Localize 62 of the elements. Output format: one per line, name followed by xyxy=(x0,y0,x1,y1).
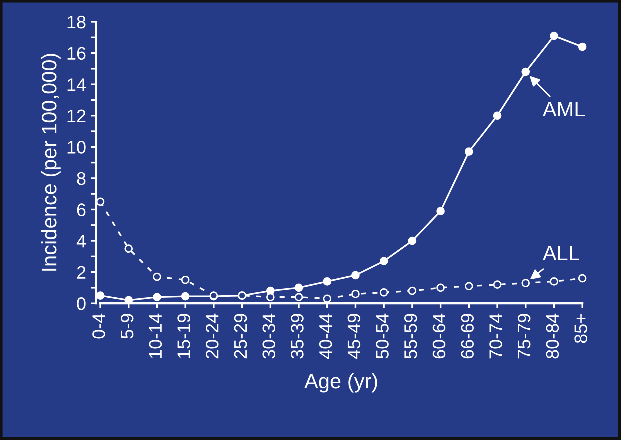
x-axis-title: Age (yr) xyxy=(304,373,378,393)
point xyxy=(380,288,388,297)
point xyxy=(578,274,587,283)
y-tick-label: 16 xyxy=(68,47,86,60)
y-tick-label: 6 xyxy=(77,204,86,216)
point xyxy=(436,284,445,292)
annotation: AML xyxy=(542,102,586,117)
x-tick-label: 70-74 xyxy=(490,314,502,359)
point xyxy=(522,279,530,288)
y-tick-label: 14 xyxy=(68,78,86,92)
point xyxy=(436,207,445,216)
point xyxy=(493,280,502,289)
point xyxy=(124,244,134,254)
point xyxy=(153,293,162,302)
x-tick-label: 10-14 xyxy=(149,314,162,358)
x-tick-label: 5-9 xyxy=(120,314,134,339)
x-tick-label: 85+ xyxy=(574,314,588,344)
point xyxy=(294,284,304,292)
y-tick-label: 4 xyxy=(76,235,86,248)
y-tick-label: 10 xyxy=(68,141,86,154)
point xyxy=(578,42,587,52)
point xyxy=(352,271,360,280)
y-tick-label: 2 xyxy=(77,266,86,279)
y-tick-label: 0 xyxy=(77,298,86,310)
y-tick-label: 18 xyxy=(68,16,86,29)
point xyxy=(181,276,190,284)
point xyxy=(493,112,502,120)
point xyxy=(153,272,162,282)
point xyxy=(352,290,360,298)
y-tick-label: 8 xyxy=(77,172,86,186)
x-tick-label: 80-84 xyxy=(546,314,560,359)
point xyxy=(266,293,275,302)
point xyxy=(96,292,105,300)
x-tick-label: 15-19 xyxy=(178,314,190,358)
point xyxy=(181,292,190,301)
y-axis-title: Incidence (per 100,000) xyxy=(41,54,61,271)
point xyxy=(408,236,417,246)
x-tick-label: 20-24 xyxy=(206,314,219,359)
point xyxy=(464,282,474,291)
annotation: ALL xyxy=(542,246,580,260)
point xyxy=(323,294,332,304)
x-tick-label: 0-4 xyxy=(92,314,106,339)
x-tick-label: 45-49 xyxy=(348,314,361,360)
x-tick-label: 35-39 xyxy=(291,314,304,359)
x-tick-label: 30-34 xyxy=(262,314,276,359)
point xyxy=(408,286,417,296)
point xyxy=(96,198,105,206)
point xyxy=(550,32,558,40)
point xyxy=(550,278,558,286)
x-tick-label: 60-64 xyxy=(432,314,446,359)
x-tick-label: 66-69 xyxy=(461,314,474,359)
point xyxy=(380,257,388,266)
point xyxy=(522,68,530,76)
point xyxy=(323,278,332,286)
x-tick-label: 50-54 xyxy=(376,314,389,359)
y-tick-label: 12 xyxy=(68,110,86,122)
x-tick-label: 75-79 xyxy=(518,314,531,359)
x-tick-label: 25-29 xyxy=(234,314,248,359)
point xyxy=(294,293,304,302)
point xyxy=(464,148,474,156)
x-tick-label: 40-44 xyxy=(319,314,332,360)
x-tick-label: 55-59 xyxy=(404,314,418,359)
